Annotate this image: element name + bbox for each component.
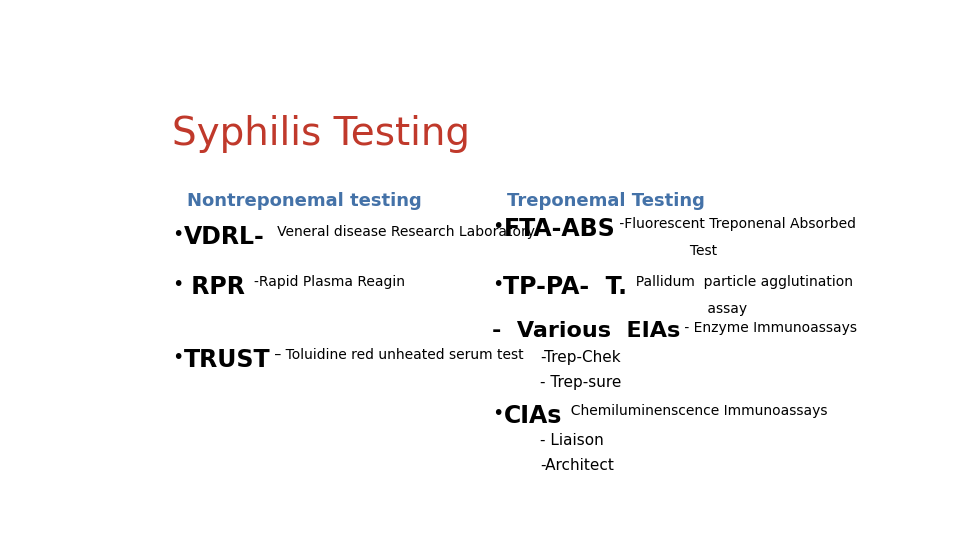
Text: VDRL-: VDRL- (183, 225, 264, 249)
Text: assay: assay (634, 302, 748, 316)
Text: •: • (492, 275, 503, 294)
Text: •: • (492, 217, 503, 235)
Text: -  Various  EIAs: - Various EIAs (492, 321, 681, 341)
Text: -Rapid Plasma Reagin: -Rapid Plasma Reagin (253, 275, 404, 289)
Text: Chemiluminenscence Immunoassays: Chemiluminenscence Immunoassays (562, 404, 828, 417)
Text: TRUST: TRUST (183, 348, 270, 372)
Text: •: • (172, 225, 183, 244)
Text: - Trep-sure: - Trep-sure (540, 375, 622, 389)
Text: - Enzyme Immunoassays: - Enzyme Immunoassays (681, 321, 857, 334)
Text: Test: Test (634, 244, 717, 258)
Text: CIAs: CIAs (503, 404, 562, 428)
Text: -Architect: -Architect (540, 458, 614, 472)
Text: -Trep-Chek: -Trep-Chek (540, 349, 621, 364)
Text: TP-PA-  T.: TP-PA- T. (503, 275, 628, 299)
Text: Nontreponemal testing: Nontreponemal testing (187, 192, 421, 210)
Text: Treponemal Testing: Treponemal Testing (507, 192, 705, 210)
Text: FTA-ABS: FTA-ABS (503, 217, 615, 240)
Text: RPR: RPR (183, 275, 253, 299)
Text: •: • (172, 348, 183, 367)
Text: - Liaison: - Liaison (540, 433, 604, 448)
Text: -Fluorescent Treponenal Absorbed: -Fluorescent Treponenal Absorbed (615, 217, 856, 231)
Text: Veneral disease Research Laboratory: Veneral disease Research Laboratory (264, 225, 536, 239)
Text: •: • (172, 275, 183, 294)
Text: – Toluidine red unheated serum test: – Toluidine red unheated serum test (270, 348, 524, 362)
Text: Syphilis Testing: Syphilis Testing (172, 114, 470, 153)
Text: •: • (492, 404, 503, 423)
Text: Pallidum  particle agglutination: Pallidum particle agglutination (628, 275, 853, 289)
